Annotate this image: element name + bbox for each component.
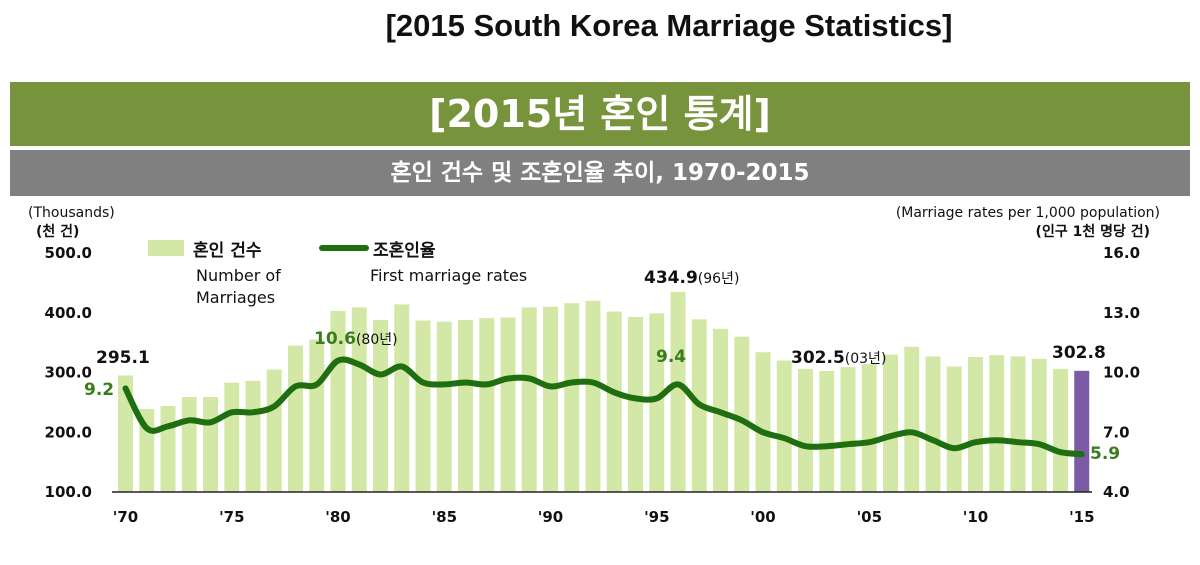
bar-1986 (458, 319, 473, 492)
bar-1981 (351, 307, 367, 492)
bar-1976 (245, 380, 261, 492)
annotation-1970-rate: 9.2 (84, 380, 114, 400)
bar-2002 (798, 368, 813, 492)
bar-1993 (606, 311, 622, 492)
right-tick-label: 7.0 (1103, 423, 1130, 441)
bar-1972 (160, 405, 176, 492)
bar-2012 (1010, 356, 1026, 492)
bar-2003 (819, 371, 835, 492)
annotation-1996-count-value: 434.9 (644, 268, 698, 288)
bar-1980 (330, 310, 346, 492)
left-axis-label-kr: (천 건) (36, 223, 79, 240)
legend-bar-label-en-1: Number of (196, 266, 281, 285)
bar-2005 (861, 364, 877, 492)
bar-2013 (1031, 358, 1047, 492)
bar-1989 (521, 307, 537, 492)
bar-1991 (564, 303, 580, 492)
bar-1984 (415, 320, 431, 492)
axes: 500.0 400.0 300.0 200.0 100.0 16.0 13.0 10.0 7.0… (45, 244, 1140, 526)
annotation-2003-count: 302.5(03년) (791, 348, 886, 368)
bar-1983 (394, 304, 410, 492)
annotation-1970-count: 295.1 (96, 348, 150, 368)
annotation-1996-rate: 9.4 (656, 347, 686, 367)
x-tick-label: '95 (644, 508, 669, 526)
bar-2011 (989, 355, 1005, 492)
bar-2004 (840, 367, 856, 492)
bar-1985 (436, 321, 452, 492)
bar-1973 (181, 397, 197, 492)
bar-1992 (585, 300, 601, 492)
x-tick-label: '05 (857, 508, 882, 526)
right-tick-label: 4.0 (1103, 483, 1130, 501)
left-tick-label: 300.0 (45, 364, 92, 382)
annotation-1980-rate-value: 10.6 (314, 329, 356, 349)
bar-1994 (628, 316, 643, 492)
bar-2015 (1074, 370, 1090, 492)
bar-2008 (925, 356, 941, 492)
first-marriage-rate-line (122, 356, 1085, 458)
bar-1988 (500, 317, 516, 492)
bar-series (118, 291, 1090, 492)
x-tick-label: '00 (750, 508, 775, 526)
x-tick-label: '75 (219, 508, 244, 526)
bar-1996 (670, 291, 686, 492)
bar-1978 (288, 345, 303, 492)
x-tick-label: '70 (113, 508, 138, 526)
x-tick-label: '85 (432, 508, 457, 526)
bar-1995 (649, 313, 665, 492)
legend-bar-label: 혼인 건수 (193, 240, 262, 261)
left-tick-label: 100.0 (45, 483, 92, 501)
legend-line-label-en: First marriage rates (370, 266, 527, 285)
annotation-2015-rate: 5.9 (1090, 444, 1120, 464)
annotation-2003-count-suffix: (03년) (845, 351, 887, 367)
annotation-1996-count: 434.9(96년) (644, 268, 739, 288)
left-tick-label: 500.0 (45, 244, 92, 262)
x-tick-label: '10 (963, 508, 988, 526)
right-axis-label-kr: (인구 1천 명당 건) (1036, 223, 1150, 240)
x-tick-label: '90 (538, 508, 563, 526)
annotation-1996-count-suffix: (96년) (698, 271, 740, 287)
x-tick-label: '15 (1069, 508, 1094, 526)
right-tick-label: 13.0 (1103, 304, 1140, 322)
legend-bar-swatch (148, 240, 184, 256)
bar-2014 (1053, 368, 1068, 492)
annotation-2015-count: 302.8 (1052, 343, 1106, 363)
bar-2006 (883, 354, 898, 492)
bar-2007 (904, 346, 920, 492)
legend-line-label: 조혼인율 (373, 240, 436, 261)
bar-1975 (224, 382, 240, 492)
bar-2010 (968, 356, 983, 492)
annotation-1980-rate-suffix: (80년) (356, 332, 398, 348)
annotation-1980-rate: 10.6(80년) (314, 329, 398, 349)
right-tick-label: 16.0 (1103, 244, 1140, 262)
line-series-layer (122, 356, 1085, 458)
bar-1990 (543, 306, 558, 492)
banner-subtitle: 혼인 건수 및 조혼인율 추이, 1970-2015 (10, 150, 1190, 196)
left-tick-label: 400.0 (45, 304, 92, 322)
annotation-2003-count-value: 302.5 (791, 348, 845, 368)
left-axis-label: (Thousands) (28, 205, 115, 221)
banner-title: [2015년 혼인 통계] (10, 82, 1190, 146)
bar-2009 (946, 366, 962, 492)
bar-1974 (203, 397, 218, 492)
bar-1982 (373, 319, 388, 492)
bar-1979 (309, 339, 325, 492)
bar-1977 (266, 369, 282, 492)
legend-bar-label-en-2: Marriages (196, 288, 275, 307)
bar-2000 (755, 352, 771, 492)
bar-1999 (734, 336, 750, 492)
bar-1970 (118, 375, 133, 492)
bar-2001 (776, 360, 792, 492)
bar-1987 (479, 318, 495, 492)
right-tick-label: 10.0 (1103, 364, 1140, 382)
x-tick-label: '80 (325, 508, 350, 526)
right-axis-label: (Marriage rates per 1,000 population) (896, 205, 1160, 221)
page-title: [2015 South Korea Marriage Statistics] (385, 8, 953, 43)
left-tick-label: 200.0 (45, 423, 92, 441)
